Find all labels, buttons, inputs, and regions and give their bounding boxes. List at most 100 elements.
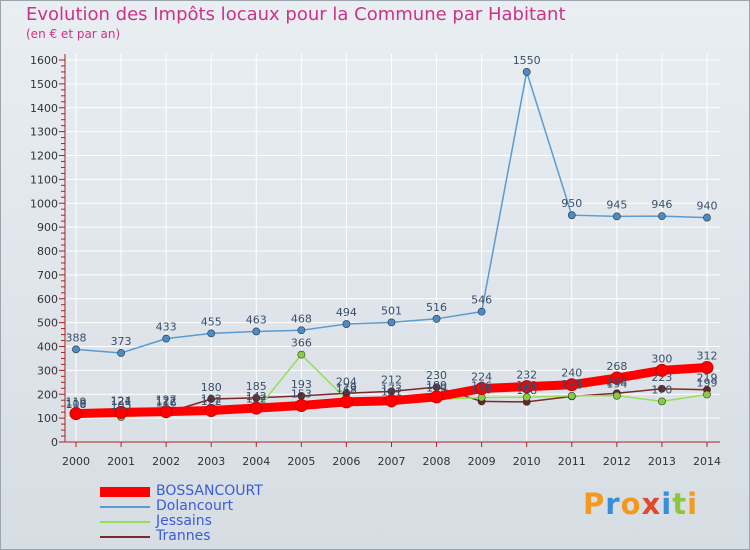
data-point-dolancourt (252, 327, 261, 336)
y-tick-label: 100 (37, 412, 58, 425)
y-tick-label: 500 (37, 317, 58, 330)
legend-label: Dolancourt (156, 498, 234, 514)
data-label-bossancourt: 124 (111, 394, 132, 407)
data-point-dolancourt (522, 68, 531, 76)
data-label-bossancourt: 312 (696, 350, 717, 363)
data-label-trannes: 204 (336, 375, 357, 388)
x-tick-label: 2003 (197, 455, 225, 468)
data-point-dolancourt (703, 213, 711, 222)
data-point-dolancourt (477, 307, 486, 316)
x-tick-label: 2002 (152, 455, 180, 468)
data-label-bossancourt: 132 (201, 392, 222, 405)
legend-swatch (100, 520, 150, 523)
data-point-jessains (522, 393, 531, 402)
data-label-trannes: 219 (696, 372, 717, 385)
y-tick-label: 300 (37, 364, 58, 377)
data-label-jessains: 105 (111, 399, 132, 412)
chart-subtitle: (en € et par an) (26, 27, 121, 41)
data-label-trannes: 230 (426, 369, 447, 382)
x-tick-label: 2011 (558, 455, 586, 468)
data-label-trannes: 185 (246, 380, 267, 393)
data-point-trannes (252, 393, 261, 402)
data-point-bossancourt (384, 394, 398, 408)
x-tick-label: 2014 (693, 455, 721, 468)
x-tick-label: 2008 (423, 455, 451, 468)
data-label-dolancourt: 388 (66, 331, 87, 344)
legend-swatch (100, 486, 150, 497)
data-label-dolancourt: 950 (561, 197, 582, 210)
data-label-jessains: 122 (201, 395, 222, 408)
data-label-trannes: 193 (291, 378, 312, 391)
x-tick-label: 2000 (62, 455, 90, 468)
data-label-jessains: 194 (606, 378, 627, 391)
data-point-bossancourt (430, 390, 444, 404)
data-label-dolancourt: 373 (111, 335, 132, 348)
data-point-bossancourt (204, 403, 218, 417)
data-point-jessains (297, 350, 306, 359)
data-label-trannes: 168 (516, 384, 537, 397)
data-label-dolancourt: 945 (606, 198, 627, 211)
data-label-bossancourt: 268 (606, 360, 627, 373)
x-tick-label: 2009 (468, 455, 496, 468)
data-label-jessains: 186 (471, 380, 492, 393)
data-label-dolancourt: 494 (336, 306, 357, 319)
data-point-jessains (567, 392, 576, 400)
data-label-dolancourt: 516 (426, 301, 447, 314)
data-point-dolancourt (72, 345, 80, 354)
data-point-bossancourt (655, 363, 669, 377)
data-point-dolancourt (297, 326, 306, 335)
chart-title: Evolution des Impôts locaux pour la Comm… (26, 4, 566, 25)
data-point-jessains (703, 390, 711, 399)
data-label-trannes: 122 (156, 395, 177, 408)
y-tick-label: 1300 (30, 126, 58, 139)
logo-letter: i (687, 487, 699, 521)
logo-letter: x (641, 487, 662, 521)
data-label-bossancourt: 142 (246, 390, 267, 403)
data-point-bossancourt (249, 401, 263, 415)
data-label-bossancourt: 153 (291, 387, 312, 400)
x-tick-label: 2007 (377, 455, 405, 468)
y-tick-label: 1100 (30, 173, 58, 186)
x-tick-label: 2012 (603, 455, 631, 468)
data-label-dolancourt: 501 (381, 304, 402, 317)
data-point-jessains (658, 397, 666, 406)
data-label-trannes: 191 (561, 378, 582, 391)
data-point-bossancourt (69, 407, 83, 421)
y-tick-label: 0 (51, 436, 58, 449)
x-tick-label: 2006 (332, 455, 360, 468)
legend-label: BOSSANCOURT (156, 483, 263, 499)
data-label-dolancourt: 1550 (513, 54, 541, 67)
proxiti-logo: Proxiti (583, 487, 698, 521)
data-point-jessains (612, 391, 621, 400)
logo-letter: i (661, 487, 673, 521)
data-label-dolancourt: 546 (471, 294, 492, 307)
data-point-bossancourt (565, 378, 579, 392)
data-label-trannes: 180 (201, 381, 222, 394)
data-label-bossancourt: 168 (336, 384, 357, 397)
y-tick-label: 200 (37, 388, 58, 401)
data-label-bossancourt: 300 (651, 352, 672, 365)
data-label-jessains: 108 (66, 398, 87, 411)
data-label-dolancourt: 455 (201, 315, 222, 328)
logo-letter: t (672, 487, 688, 521)
y-tick-label: 800 (37, 245, 58, 258)
y-tick-label: 1500 (30, 78, 58, 91)
data-label-jessains: 161 (381, 386, 402, 399)
data-label-trannes: 223 (651, 371, 672, 384)
y-tick-label: 1000 (30, 197, 58, 210)
y-tick-label: 900 (37, 221, 58, 234)
data-label-trannes: 110 (66, 398, 87, 411)
data-label-jessains: 132 (246, 392, 267, 405)
data-label-bossancourt: 224 (471, 371, 492, 384)
legend-item-bossancourt: BOSSANCOURT (100, 484, 263, 499)
data-point-bossancourt (520, 380, 534, 394)
x-tick-label: 2005 (287, 455, 315, 468)
data-label-trannes: 204 (606, 375, 627, 388)
data-label-bossancourt: 119 (66, 396, 87, 409)
data-label-jessains: 170 (651, 383, 672, 396)
y-tick-label: 700 (37, 269, 58, 282)
data-point-dolancourt (387, 318, 396, 327)
data-label-trannes: 121 (111, 395, 132, 408)
logo-letter: o (620, 487, 642, 521)
